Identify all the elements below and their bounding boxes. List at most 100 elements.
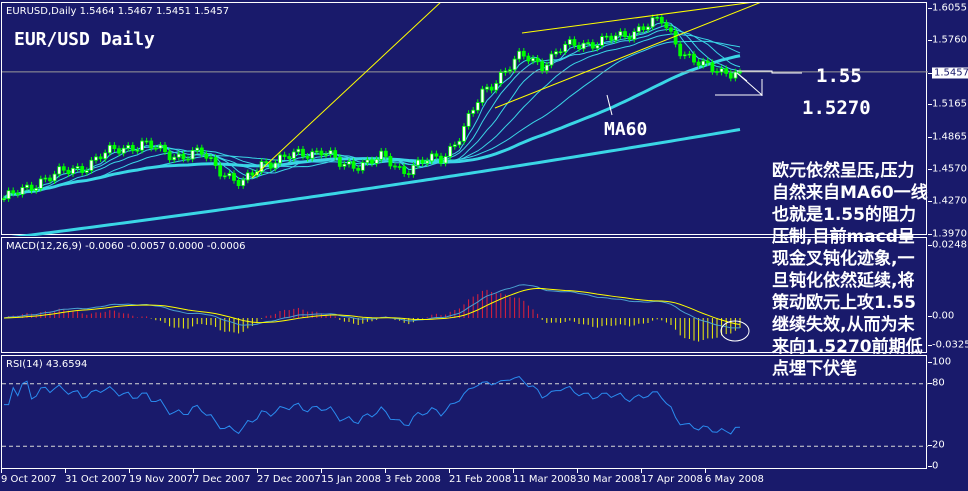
- price-panel[interactable]: EURUSD,Daily 1.5464 1.5467 1.5451 1.5457…: [1, 2, 928, 236]
- axis-tick: [928, 136, 932, 138]
- candle: [232, 170, 236, 184]
- level-label-1-55: 1.55: [816, 65, 862, 87]
- rsi-axis-label: 0: [932, 460, 939, 472]
- candle: [710, 59, 715, 75]
- candle: [103, 149, 108, 163]
- candle: [581, 39, 586, 52]
- candle-body: [466, 113, 471, 127]
- candle: [379, 147, 384, 163]
- candle-body: [623, 31, 627, 38]
- candle-body: [167, 151, 172, 161]
- candle: [268, 159, 273, 172]
- candle-body: [567, 39, 572, 45]
- price-axis-label: 1.4865: [932, 131, 967, 143]
- candle: [204, 150, 209, 162]
- candle: [218, 162, 223, 180]
- time-tick: [65, 469, 66, 473]
- time-tick: [1, 469, 2, 473]
- rsi-panel[interactable]: RSI(14) 43.6594: [1, 355, 928, 469]
- candle: [66, 166, 71, 177]
- candle-body: [222, 175, 227, 178]
- candle: [130, 142, 135, 154]
- candle-body: [669, 27, 673, 32]
- candle-body: [613, 35, 618, 41]
- candle: [567, 36, 572, 48]
- candle: [20, 184, 25, 198]
- candle-body: [586, 42, 591, 44]
- candle-body: [232, 173, 236, 181]
- candle-body: [48, 177, 52, 182]
- candle: [383, 147, 388, 160]
- macd-panel[interactable]: MACD(12,26,9) -0.0060 -0.0057 0.0000 -0.…: [1, 237, 927, 353]
- candle: [439, 152, 443, 167]
- candle: [360, 159, 365, 174]
- candle: [314, 147, 319, 155]
- candle-body: [448, 146, 453, 157]
- candle-body: [250, 172, 255, 176]
- candle: [195, 144, 200, 154]
- candle-body: [34, 187, 39, 191]
- time-tick: [321, 469, 322, 473]
- candle-body: [443, 156, 448, 164]
- candle-body: [457, 140, 462, 146]
- candle: [365, 156, 370, 166]
- axis-tick: [928, 316, 932, 317]
- axis-tick: [928, 466, 932, 467]
- note-line: 继续失效,从而为未: [772, 315, 915, 335]
- candle-body: [673, 30, 678, 45]
- candle-body: [29, 184, 34, 191]
- candle-body: [540, 61, 545, 71]
- candle-body: [264, 161, 269, 164]
- candle: [296, 146, 301, 156]
- candle: [636, 23, 641, 35]
- candle-body: [213, 157, 218, 167]
- candle-body: [324, 153, 328, 156]
- time-tick: [129, 469, 130, 473]
- candle-body: [664, 22, 669, 29]
- candle: [117, 145, 121, 157]
- candle: [213, 154, 218, 169]
- candle-body: [287, 156, 292, 159]
- time-axis-label: 15 Jan 2008: [321, 474, 381, 485]
- note-line: 自然来自MA60一线: [772, 183, 928, 203]
- candle: [48, 174, 52, 185]
- candle: [669, 24, 673, 35]
- candle: [715, 68, 719, 76]
- candle: [149, 137, 154, 152]
- candle: [250, 169, 255, 179]
- candle: [94, 153, 98, 164]
- rsi-axis-label: 20: [932, 439, 945, 451]
- trendline: [251, 3, 441, 179]
- time-axis-label: 21 Feb 2008: [449, 474, 512, 485]
- candle-body: [117, 148, 121, 154]
- macd-chart: [3, 284, 750, 342]
- long-ma-line: [11, 128, 741, 236]
- candle-body: [71, 167, 75, 175]
- candle-body: [701, 60, 706, 66]
- time-axis-label: 27 Dec 2007: [257, 474, 321, 485]
- candle: [416, 156, 420, 169]
- candle-body: [278, 154, 282, 164]
- candle: [80, 163, 85, 176]
- candle-body: [535, 57, 540, 63]
- candle-body: [521, 50, 526, 57]
- candle-body: [103, 152, 108, 160]
- candle-body: [439, 155, 443, 164]
- candle: [466, 110, 471, 130]
- candle: [89, 157, 94, 174]
- candle: [287, 153, 292, 162]
- candle-body: [733, 71, 738, 79]
- candle-body: [393, 165, 397, 168]
- candle-body: [236, 179, 241, 187]
- candle: [632, 28, 637, 43]
- price-axis-label: 1.3970: [932, 228, 967, 240]
- candle: [692, 50, 696, 66]
- candle-body: [563, 43, 568, 53]
- time-axis-label: 11 Mar 2008: [513, 474, 577, 485]
- price-axis-label: 1.6055: [932, 2, 967, 14]
- candle: [540, 58, 545, 74]
- candle-body: [112, 144, 117, 150]
- candle: [609, 32, 614, 44]
- candle-body: [379, 150, 384, 160]
- candle: [245, 169, 250, 184]
